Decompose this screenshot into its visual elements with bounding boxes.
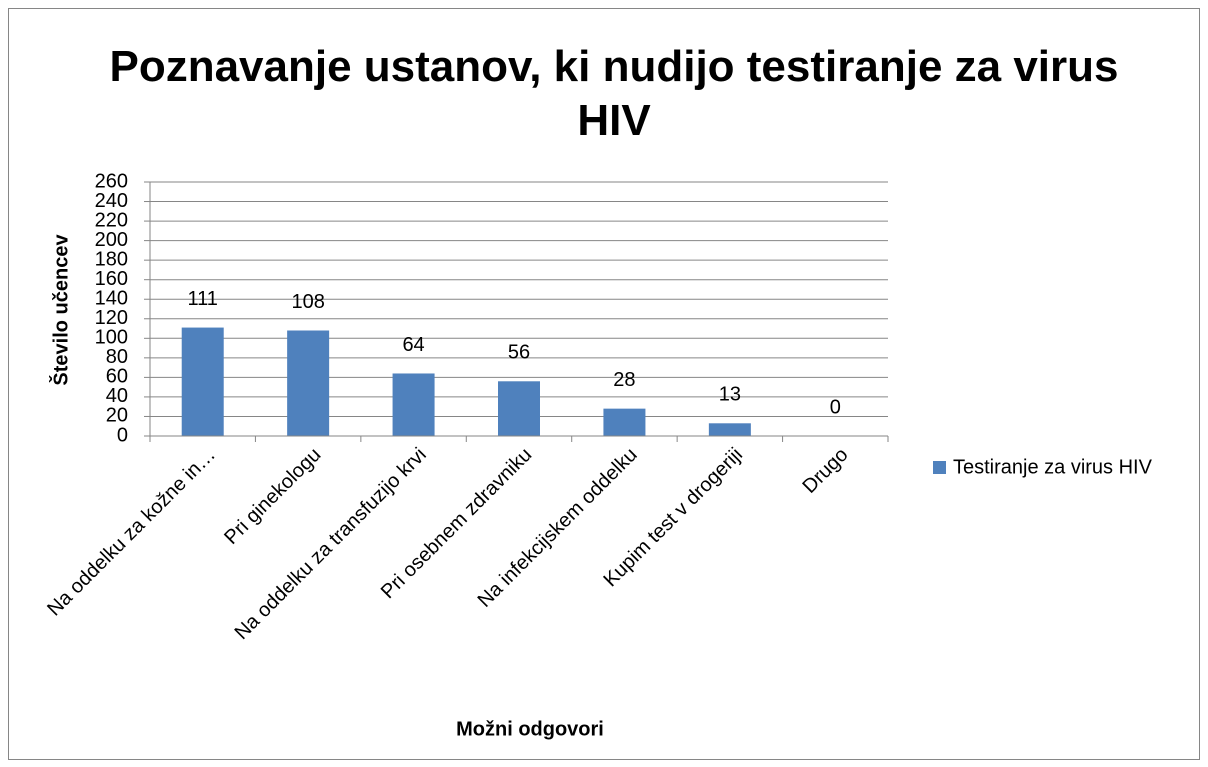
- legend-label: Testiranje za virus HIV: [953, 456, 1153, 478]
- x-axis-label: Možni odgovori: [456, 718, 604, 740]
- y-tick-label: 40: [106, 385, 128, 407]
- y-tick-label: 180: [95, 248, 128, 270]
- bar: [603, 408, 646, 436]
- bar: [181, 327, 224, 436]
- y-tick-label: 260: [95, 170, 128, 192]
- y-tick-label: 200: [95, 229, 128, 251]
- data-label: 56: [508, 342, 530, 364]
- y-tick-label: 60: [106, 366, 128, 388]
- y-tick-label: 80: [106, 346, 128, 368]
- data-label: 108: [291, 291, 324, 313]
- bar: [498, 381, 540, 436]
- data-label: 28: [613, 369, 635, 391]
- legend-swatch: [933, 461, 946, 474]
- y-tick-label: 0: [117, 424, 128, 446]
- y-tick-label: 140: [95, 288, 128, 310]
- y-tick-label: 240: [95, 190, 128, 212]
- bar: [287, 330, 330, 436]
- y-tick-label: 220: [95, 209, 128, 231]
- data-label: 111: [188, 288, 218, 310]
- data-label: 13: [719, 384, 741, 406]
- y-tick-label: 160: [95, 268, 128, 290]
- data-label: 64: [402, 334, 424, 356]
- bar: [708, 423, 751, 436]
- data-label: 0: [830, 396, 841, 418]
- y-tick-label: 100: [95, 327, 128, 349]
- chart-title: Poznavanje ustanov, ki nudijo testiranje…: [109, 42, 1119, 145]
- bar: [392, 373, 435, 436]
- y-axis-label: Število učencev: [48, 234, 72, 386]
- y-tick-label: 20: [106, 405, 128, 427]
- y-tick-label: 120: [95, 307, 128, 329]
